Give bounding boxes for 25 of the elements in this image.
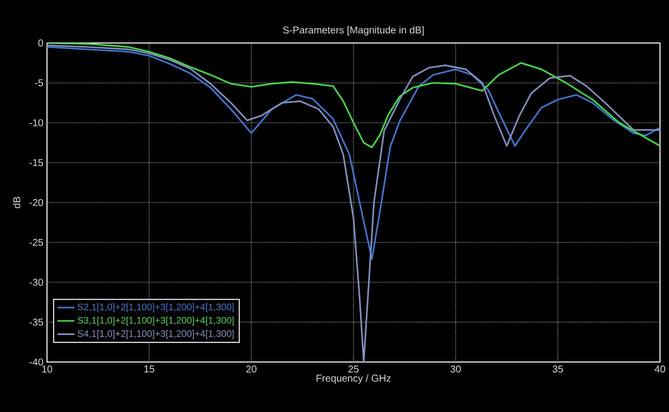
x-tick-label: 10 — [42, 366, 52, 373]
y-tick-label: -40 — [30, 358, 44, 366]
y-tick-label: -30 — [30, 278, 44, 286]
line-series — [47, 44, 660, 362]
x-tick-label: 25 — [348, 366, 359, 373]
y-tick-label: -5 — [35, 79, 44, 86]
y-tick-label: -25 — [30, 238, 44, 246]
x-tick-label: 15 — [144, 366, 154, 372]
y-tick-label: -20 — [30, 198, 44, 206]
y-tick-label: -15 — [30, 159, 44, 166]
line-series — [47, 46, 660, 260]
legend-label: S3,1[1,0]+2[1,100]+3[1,200]+4[1,300] — [78, 316, 234, 326]
x-tick-label: 35 — [552, 366, 563, 373]
x-tick-label: 30 — [450, 366, 461, 373]
y-axis-title: dB — [12, 196, 20, 208]
x-tick-label: 20 — [246, 366, 256, 373]
chart-title: S-Parameters [Magnitude in dB] — [283, 26, 424, 36]
y-tick-label: -10 — [30, 119, 44, 126]
legend-label: S4,1[1,0]+2[1,100]+3[1,200]+4[1,300] — [78, 330, 234, 339]
y-tick-label: -35 — [30, 318, 44, 326]
legend-label: S2,1[1,0]+2[1,100]+3[1,200]+4[1,300] — [78, 303, 234, 312]
x-axis-title: Frequency / GHz — [316, 374, 391, 384]
x-tick-label: 40 — [654, 366, 666, 373]
line-series — [47, 43, 660, 148]
y-tick-label: 0 — [38, 39, 44, 47]
